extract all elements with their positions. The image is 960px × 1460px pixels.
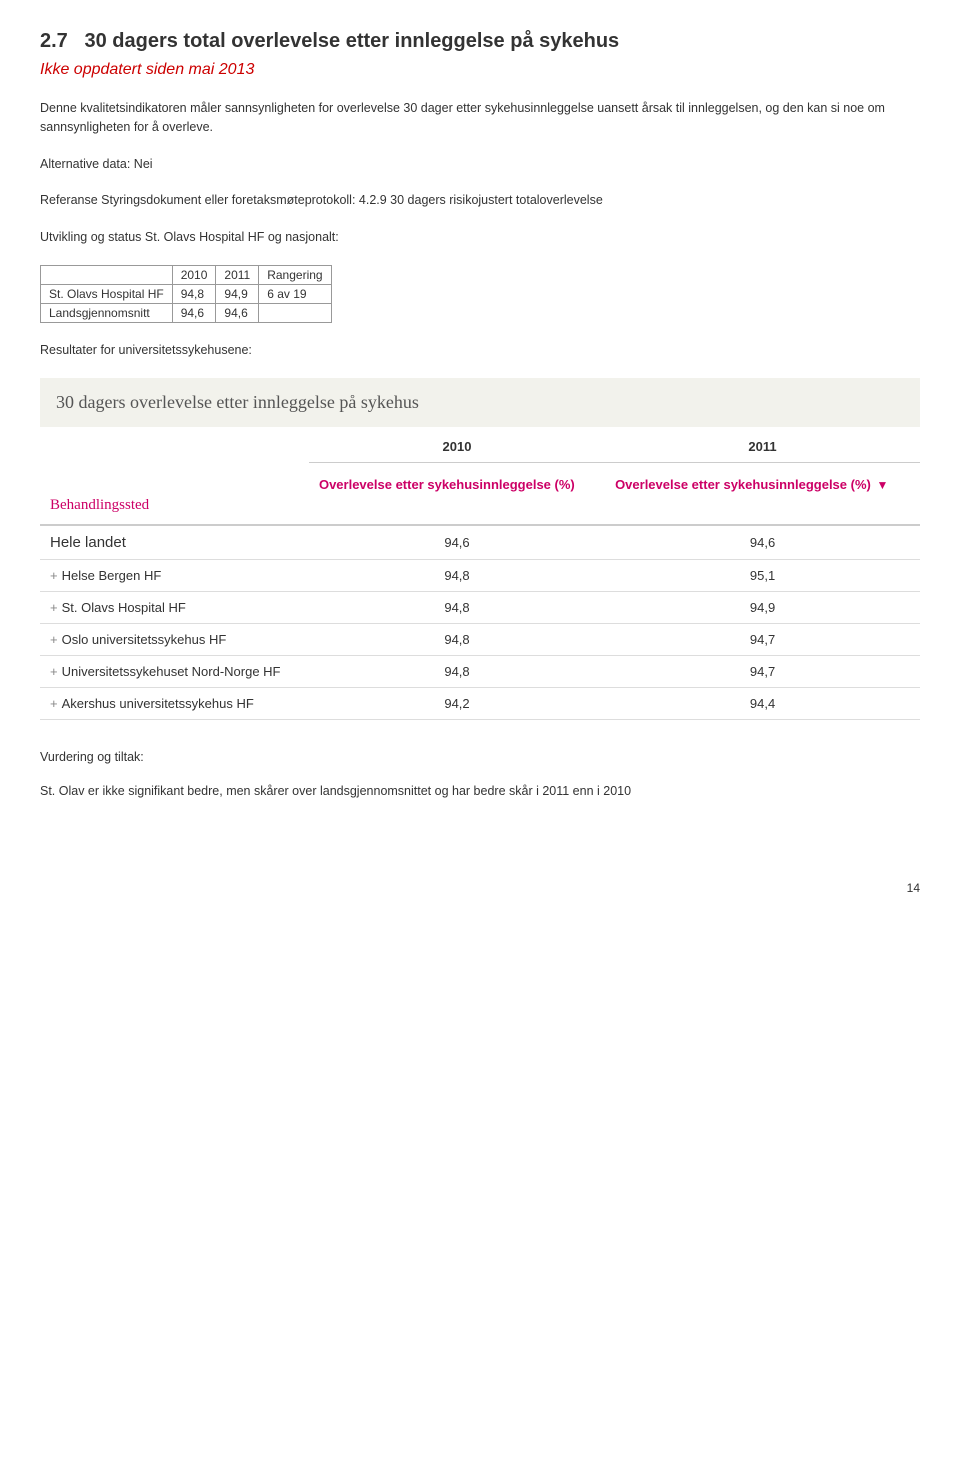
cell-name: Landsgjennomsnitt — [41, 303, 173, 322]
cell-2011: 94,9 — [216, 284, 259, 303]
row-name: Universitetssykehuset Nord-Norge HF — [62, 664, 281, 679]
th-blank — [41, 265, 173, 284]
table-row: Landsgjennomsnitt 94,6 94,6 — [41, 303, 332, 322]
summary-table: 2010 2011 Rangering St. Olavs Hospital H… — [40, 265, 332, 323]
expand-icon[interactable]: + — [50, 664, 58, 679]
cell-2010: 94,8 — [309, 624, 605, 656]
sort-desc-icon[interactable]: ▼ — [876, 478, 888, 492]
alternative-data: Alternative data: Nei — [40, 155, 920, 174]
cell-behandlingssted: Hele landet — [40, 525, 309, 560]
row-name: Helse Bergen HF — [62, 568, 162, 583]
intro-paragraph: Denne kvalitetsindikatoren måler sannsyn… — [40, 99, 920, 137]
th-2011: 2011 — [216, 265, 259, 284]
cell-2011: 94,9 — [605, 592, 920, 624]
section-subtitle: Ikke oppdatert siden mai 2013 — [40, 61, 920, 79]
expand-icon[interactable]: + — [50, 632, 58, 647]
cell-2010: 94,8 — [309, 656, 605, 688]
table-row: + Helse Bergen HF 94,895,1 — [40, 560, 920, 592]
section-number: 2.7 — [40, 30, 68, 52]
metric-label-2011: Overlevelse etter sykehusinnleggelse (%) — [615, 475, 871, 495]
cell-2010: 94,6 — [172, 303, 216, 322]
utvikling-line: Utvikling og status St. Olavs Hospital H… — [40, 228, 920, 247]
cell-rank: 6 av 19 — [259, 284, 331, 303]
result-block: 30 dagers overlevelse etter innleggelse … — [40, 378, 920, 721]
row-name: Oslo universitetssykehus HF — [62, 632, 227, 647]
cell-2011: 94,6 — [605, 525, 920, 560]
col-year-2010: 2010 — [309, 427, 605, 463]
page-number: 14 — [40, 881, 920, 895]
cell-2010: 94,2 — [309, 688, 605, 720]
cell-2011: 94,6 — [216, 303, 259, 322]
reference-line: Referanse Styringsdokument eller foretak… — [40, 191, 920, 210]
cell-behandlingssted[interactable]: + Akershus universitetssykehus HF — [40, 688, 309, 720]
expand-icon[interactable]: + — [50, 568, 58, 583]
section-heading: 30 dagers total overlevelse etter innleg… — [84, 30, 619, 52]
row-name: Akershus universitetssykehus HF — [62, 696, 254, 711]
cell-2011: 94,4 — [605, 688, 920, 720]
cell-name: St. Olavs Hospital HF — [41, 284, 173, 303]
section-title: 2.7 30 dagers total overlevelse etter in… — [40, 30, 920, 53]
row-name: St. Olavs Hospital HF — [62, 600, 186, 615]
table-row: St. Olavs Hospital HF 94,8 94,9 6 av 19 — [41, 284, 332, 303]
cell-2010: 94,8 — [172, 284, 216, 303]
cell-behandlingssted[interactable]: + Helse Bergen HF — [40, 560, 309, 592]
table-row: Hele landet 94,694,6 — [40, 525, 920, 560]
expand-icon[interactable]: + — [50, 600, 58, 615]
th-2010: 2010 — [172, 265, 216, 284]
resultater-label: Resultater for universitetssykehusene: — [40, 341, 920, 360]
table-row: + Akershus universitetssykehus HF 94,294,4 — [40, 688, 920, 720]
metric-label-2010: Overlevelse etter sykehusinnleggelse (%) — [319, 475, 575, 495]
behandlingssted-label: Behandlingssted — [50, 497, 149, 513]
th-rangering: Rangering — [259, 265, 331, 284]
cell-rank — [259, 303, 331, 322]
col-metric-2011[interactable]: Overlevelse etter sykehusinnleggelse (%)… — [605, 462, 920, 525]
cell-2010: 94,8 — [309, 592, 605, 624]
result-table: Behandlingssted 2010 2011 Overlevelse et… — [40, 427, 920, 721]
cell-2011: 94,7 — [605, 624, 920, 656]
expand-icon[interactable]: + — [50, 696, 58, 711]
table-row: + Universitetssykehuset Nord-Norge HF 94,8… — [40, 656, 920, 688]
cell-2011: 95,1 — [605, 560, 920, 592]
table-row: + St. Olavs Hospital HF 94,894,9 — [40, 592, 920, 624]
cell-2010: 94,8 — [309, 560, 605, 592]
table-header-row: 2010 2011 Rangering — [41, 265, 332, 284]
row-name: Hele landet — [50, 534, 126, 551]
col-metric-2010[interactable]: Overlevelse etter sykehusinnleggelse (%) — [309, 462, 605, 525]
cell-2011: 94,7 — [605, 656, 920, 688]
vurdering-heading: Vurdering og tiltak: — [40, 750, 920, 764]
table-row: + Oslo universitetssykehus HF 94,894,7 — [40, 624, 920, 656]
cell-behandlingssted[interactable]: + Oslo universitetssykehus HF — [40, 624, 309, 656]
vurdering-body: St. Olav er ikke signifikant bedre, men … — [40, 782, 920, 801]
result-block-title: 30 dagers overlevelse etter innleggelse … — [40, 378, 920, 427]
cell-2010: 94,6 — [309, 525, 605, 560]
cell-behandlingssted[interactable]: + St. Olavs Hospital HF — [40, 592, 309, 624]
col-behandlingssted[interactable]: Behandlingssted — [40, 427, 309, 526]
cell-behandlingssted[interactable]: + Universitetssykehuset Nord-Norge HF — [40, 656, 309, 688]
col-year-2011: 2011 — [605, 427, 920, 463]
